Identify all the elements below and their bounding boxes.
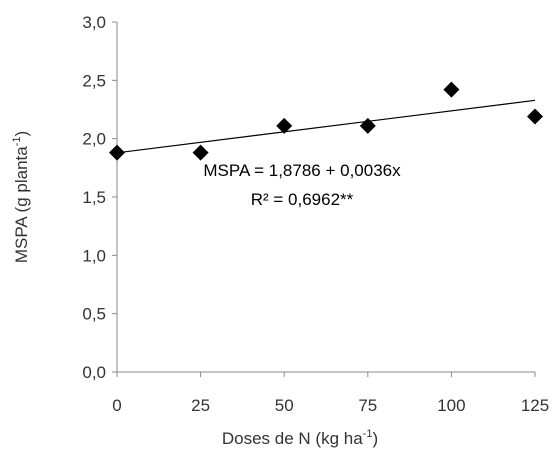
- x-tick-label: 75: [358, 396, 377, 415]
- data-point: [192, 144, 209, 161]
- data-point: [276, 117, 293, 134]
- y-axis-title: MSPA (g planta-1): [11, 131, 31, 263]
- y-tick-label: 2,0: [82, 130, 106, 149]
- data-point: [527, 108, 543, 125]
- x-tick-label: 0: [112, 396, 121, 415]
- x-axis-title: Doses de N (kg ha-1): [222, 428, 378, 448]
- x-tick-label: 100: [437, 396, 465, 415]
- y-tick-labels: 0,0 0,5 1,0 1,5 2,0 2,5 3,0: [82, 13, 106, 382]
- y-tick-label: 1,5: [82, 188, 106, 207]
- data-points: [109, 81, 543, 161]
- r-squared-label: R² = 0,6962**: [251, 190, 354, 209]
- data-point: [109, 144, 125, 161]
- x-tick-label: 50: [275, 396, 294, 415]
- x-tick-label: 25: [191, 396, 210, 415]
- regression-equation: MSPA = 1,8786 + 0,0036x: [203, 161, 401, 180]
- x-tick-marks: [116, 372, 536, 377]
- y-tick-label: 0,0: [82, 363, 106, 382]
- y-tick-marks: [112, 21, 117, 373]
- trend-line: [116, 99, 536, 154]
- y-tick-label: 2,5: [82, 71, 106, 90]
- y-tick-label: 1,0: [82, 246, 106, 265]
- y-tick-label: 3,0: [82, 13, 106, 32]
- x-tick-labels: 0 25 50 75 100 125: [112, 396, 549, 415]
- data-point: [359, 117, 376, 134]
- data-point: [443, 81, 460, 98]
- x-tick-label: 125: [521, 396, 549, 415]
- y-tick-label: 0,5: [82, 305, 106, 324]
